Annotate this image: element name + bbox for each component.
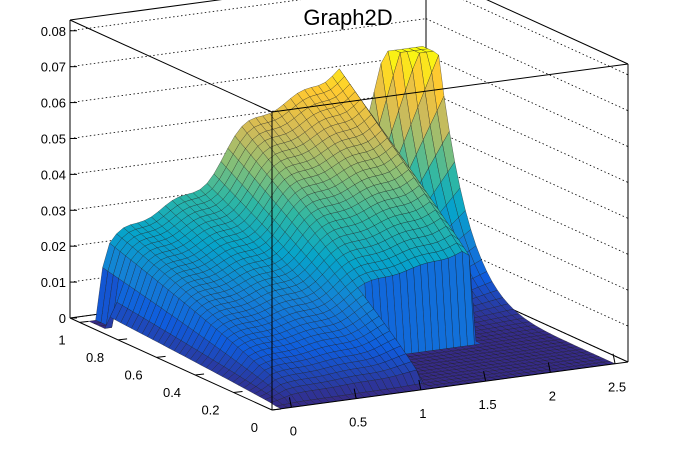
x-tick (353, 388, 357, 399)
x-tick-label: 1.5 (479, 397, 497, 412)
z-tick-label: 0.03 (41, 203, 66, 218)
y-tick (79, 320, 89, 323)
z-tick-label: 0.02 (41, 239, 66, 254)
x-tick (612, 353, 616, 364)
x-tick-label: 1 (419, 406, 426, 421)
x-tick (288, 397, 292, 408)
x-tick-label: 2.5 (608, 380, 626, 395)
surface (88, 46, 616, 409)
grid-line-side-wall (425, 54, 629, 147)
x-tick-label: 2 (549, 388, 556, 403)
y-tick-label: 0.4 (163, 385, 181, 400)
frame-edge (271, 63, 629, 113)
grid-line-side-wall (462, 0, 629, 76)
y-tick-label: 1 (58, 332, 65, 347)
axes: 0 0.01 0.02 0.03 0.04 0.05 0.06 0.07 0.08 0 0.2 0.4… (41, 20, 629, 438)
grid-line-back-wall (69, 54, 427, 103)
y-tick-label: 0.8 (86, 350, 104, 365)
grid-line-side-wall (425, 18, 629, 112)
z-tick-label: 0.04 (41, 167, 66, 182)
y-tick-label: 0 (251, 420, 258, 435)
z-tick-label: 0.05 (41, 131, 66, 146)
grid-line-back-wall (69, 18, 427, 68)
chart-title: Graph2D (303, 5, 392, 30)
z-tick-label: 0.08 (41, 24, 66, 39)
x-tick (483, 371, 487, 382)
x-tick (547, 362, 551, 373)
y-tick-label: 0.2 (201, 402, 219, 417)
y-tick (118, 338, 128, 341)
y-tick (156, 355, 166, 358)
y-tick (233, 390, 243, 393)
y-tick (194, 373, 205, 376)
frame-edge (69, 0, 223, 21)
z-tick-label: 0.01 (41, 275, 66, 290)
frame-front (69, 19, 629, 410)
x-tick (418, 379, 422, 391)
grid-line-side-wall (425, 126, 629, 219)
grid-line-side-wall (425, 90, 629, 183)
x-tick-label: 0.5 (349, 415, 367, 430)
grid-line-side-wall (425, 161, 629, 255)
y-tick-label: 0.6 (124, 367, 142, 382)
y-axis-line (69, 317, 273, 411)
frame-edge (69, 19, 273, 113)
x-tick-label: 0 (290, 423, 297, 438)
x-axis-line (271, 361, 629, 411)
z-tick-label: 0.06 (41, 96, 66, 111)
frame-edge (486, 0, 629, 65)
z-tick-label: 0.07 (41, 60, 66, 75)
z-tick-label: 0 (59, 311, 66, 326)
